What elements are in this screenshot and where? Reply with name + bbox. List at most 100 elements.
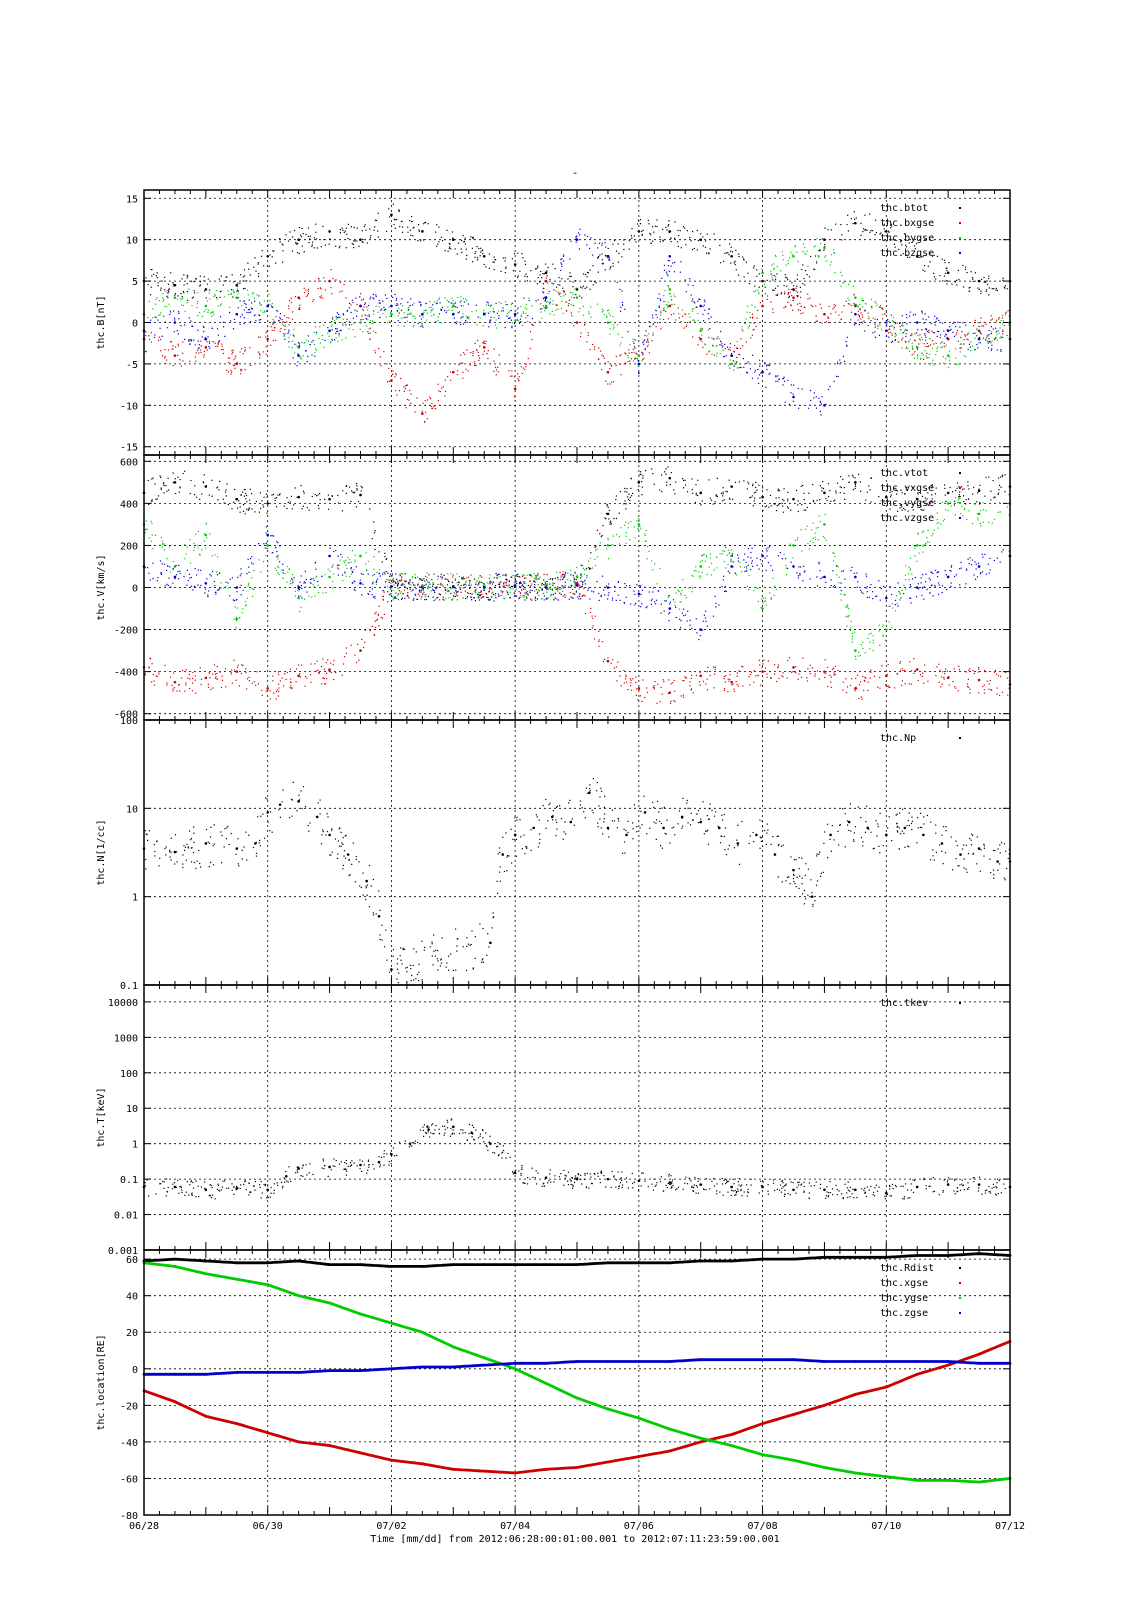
scatter-dot: [424, 584, 426, 587]
scatter-dot: [378, 551, 380, 553]
scatter-dot: [942, 346, 944, 348]
scatter-dot: [339, 245, 341, 247]
scatter-dot: [659, 236, 661, 238]
scatter-dot: [766, 279, 768, 281]
scatter-dot: [345, 227, 347, 229]
scatter-dot: [557, 590, 559, 592]
scatter-dot: [1004, 474, 1006, 476]
scatter-dot: [560, 262, 562, 264]
scatter-dot: [202, 325, 204, 327]
scatter-dot: [863, 689, 865, 692]
scatter-dot: [560, 258, 562, 261]
scatter-dot: [618, 252, 620, 255]
scatter-dot: [923, 322, 925, 324]
scatter-dot: [765, 604, 767, 606]
scatter-dot: [504, 257, 506, 259]
scatter-dot: [655, 309, 657, 311]
scatter-dot: [494, 366, 497, 368]
scatter-dot: [244, 513, 246, 515]
scatter-dot: [457, 296, 459, 299]
scatter-dot: [551, 282, 553, 284]
scatter-dot: [260, 507, 262, 509]
scatter-dot: [462, 371, 464, 373]
scatter-dot: [556, 286, 558, 288]
scatter-dot: [889, 508, 891, 510]
scatter-dot: [797, 295, 799, 297]
scatter-dot: [261, 694, 263, 696]
scatter-dot: [234, 669, 236, 671]
scatter-dot: [944, 335, 946, 337]
scatter-dot: [460, 317, 462, 319]
scatter-dot: [978, 288, 980, 290]
scatter-dot: [374, 530, 376, 532]
data-point: [173, 481, 177, 484]
scatter-dot: [218, 341, 220, 343]
scatter-dot: [638, 689, 640, 691]
scatter-dot: [235, 355, 237, 357]
scatter-dot: [472, 238, 474, 240]
scatter-dot: [434, 408, 437, 410]
scatter-dot: [917, 505, 919, 507]
scatter-dot: [407, 592, 409, 594]
scatter-dot: [990, 333, 992, 335]
scatter-dot: [673, 294, 675, 296]
scatter-dot: [871, 307, 873, 309]
scatter-dot: [348, 328, 350, 330]
scatter-dot: [674, 261, 676, 263]
scatter-dot: [666, 484, 668, 486]
scatter-dot: [781, 502, 783, 504]
scatter-dot: [213, 295, 215, 297]
scatter-dot: [290, 685, 292, 687]
scatter-dot: [345, 297, 347, 299]
scatter-dot: [952, 323, 954, 325]
scatter-dot: [451, 581, 453, 583]
scatter-dot: [208, 341, 211, 343]
scatter-dot: [193, 281, 195, 283]
scatter-dot: [503, 583, 505, 585]
scatter-dot: [773, 503, 775, 505]
scatter-dot: [950, 328, 952, 331]
scatter-dot: [899, 507, 901, 509]
scatter-dot: [956, 487, 958, 489]
data-point: [792, 296, 795, 299]
data-point: [575, 321, 579, 324]
scatter-dot: [502, 307, 504, 309]
scatter-dot: [420, 321, 422, 323]
scatter-dot: [203, 356, 205, 358]
scatter-dot: [682, 680, 684, 682]
scatter-dot: [557, 291, 559, 293]
scatter-dot: [860, 234, 862, 236]
scatter-dot: [381, 308, 383, 310]
scatter-dot: [407, 595, 409, 597]
scatter-dot: [618, 535, 620, 538]
scatter-dot: [393, 218, 395, 220]
scatter-dot: [348, 559, 351, 561]
scatter-dot: [465, 583, 467, 585]
scatter-dot: [663, 680, 665, 683]
scatter-dot: [177, 343, 179, 345]
scatter-dot: [644, 339, 646, 341]
scatter-dot: [609, 383, 611, 385]
data-point: [699, 304, 703, 308]
scatter-dot: [350, 324, 353, 326]
scatter-dot: [221, 343, 223, 345]
scatter-dot: [788, 257, 791, 259]
scatter-dot: [291, 687, 293, 689]
scatter-dot: [448, 590, 450, 592]
scatter-dot: [749, 673, 751, 676]
scatter-dot: [904, 669, 906, 671]
scatter-dot: [231, 371, 233, 373]
scatter-dot: [520, 305, 522, 308]
scatter-dot: [584, 287, 586, 289]
scatter-dot: [819, 520, 821, 523]
scatter-dot: [420, 325, 422, 327]
scatter-dot: [722, 345, 724, 347]
scatter-dot: [453, 592, 455, 594]
scatter-dot: [163, 543, 165, 545]
scatter-dot: [796, 285, 798, 287]
scatter-dot: [456, 321, 458, 323]
scatter-dot: [757, 368, 759, 370]
scatter-dot: [337, 331, 339, 333]
scatter-dot: [964, 268, 967, 270]
scatter-dot: [782, 384, 784, 386]
